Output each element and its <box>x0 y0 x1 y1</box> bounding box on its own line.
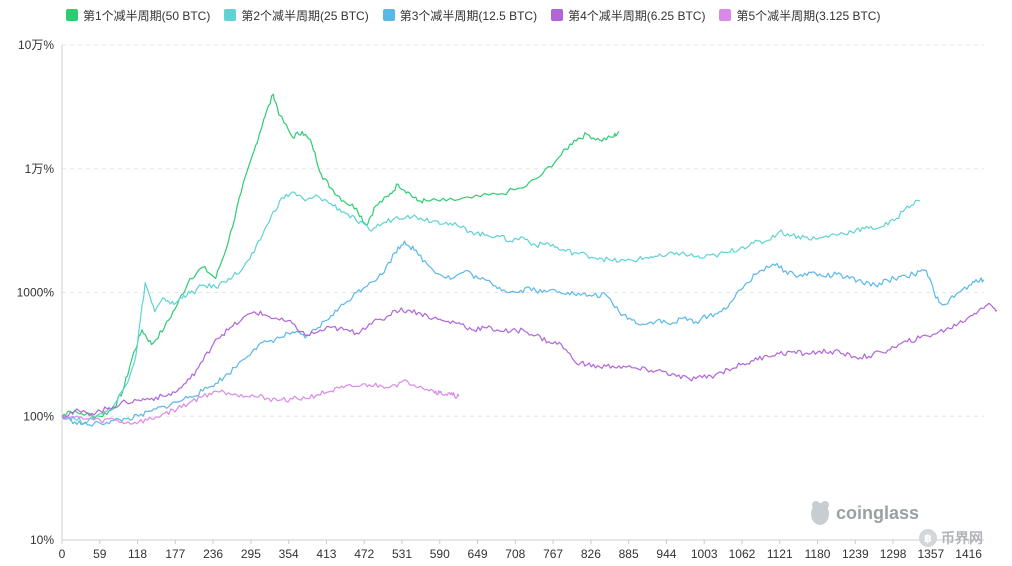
x-tick-label: 354 <box>279 547 299 561</box>
x-tick-label: 177 <box>165 547 185 561</box>
x-axis: 0 59 118 177 236 295 354 413 472 531 590 649 708 767 8… <box>59 539 984 561</box>
x-tick-label: 236 <box>203 547 223 561</box>
x-tick-label: 0 <box>59 547 66 561</box>
x-tick-label: 413 <box>316 547 336 561</box>
legend-label: 第1个减半周期(50 BTC) <box>83 8 211 23</box>
x-tick-label: 1416 <box>955 547 982 561</box>
legend-item-3[interactable]: 第3个减半周期(12.5 BTC) <box>382 7 538 24</box>
series-line-1 <box>61 93 620 419</box>
y-tick-label: 10% <box>30 533 54 547</box>
x-tick-label: 1180 <box>805 547 831 561</box>
x-tick-label: 1003 <box>691 547 718 561</box>
x-tick-label: 885 <box>619 547 639 561</box>
legend-label: 第3个减半周期(12.5 BTC) <box>399 8 538 23</box>
series-line-5 <box>61 379 460 425</box>
y-axis: 10% 100% 1000% 1万% 10万% <box>17 38 63 547</box>
legend-item-4[interactable]: 第4个减半周期(6.25 BTC) <box>551 7 705 24</box>
x-tick-label: 767 <box>543 547 563 561</box>
x-tick-label: 1298 <box>880 547 907 561</box>
bijiewang-watermark: 币界网 <box>941 531 983 547</box>
legend-item-2[interactable]: 第2个减半周期(25 BTC) <box>224 7 369 24</box>
legend-swatch <box>66 9 78 21</box>
y-tick-label: 1万% <box>25 162 55 176</box>
legend-swatch <box>382 9 395 21</box>
coinglass-logo-icon <box>811 501 829 525</box>
chart-legend: 第1个减半周期(50 BTC) 第2个减半周期(25 BTC) 第3个减半周期(12… <box>66 6 894 24</box>
series-line-2 <box>61 191 921 425</box>
legend-swatch <box>551 9 564 21</box>
y-tick-label: 10万% <box>18 38 54 52</box>
y-tick-label: 1000% <box>17 286 55 300</box>
legend-label: 第5个减半周期(3.125 BTC) <box>736 8 881 23</box>
x-tick-label: 944 <box>656 547 676 561</box>
legend-swatch <box>719 9 732 21</box>
series-lines <box>61 93 998 427</box>
series-line-4 <box>61 302 998 419</box>
x-tick-label: 295 <box>241 547 261 561</box>
legend-label: 第2个减半周期(25 BTC) <box>241 8 369 23</box>
x-tick-label: 472 <box>354 547 374 561</box>
x-tick-label: 649 <box>468 547 488 561</box>
x-tick-label: 531 <box>392 547 412 561</box>
x-tick-label: 118 <box>128 547 147 561</box>
legend-item-5[interactable]: 第5个减半周期(3.125 BTC) <box>719 7 880 24</box>
x-tick-label: 1239 <box>842 547 869 561</box>
coinglass-watermark: coinglass <box>836 503 919 523</box>
x-tick-label: 708 <box>505 547 525 561</box>
y-tick-label: 100% <box>23 409 54 423</box>
series-line-3 <box>61 240 985 427</box>
bijiewang-logo-icon: ฿ <box>919 529 937 547</box>
svg-text:฿: ฿ <box>924 532 932 545</box>
watermark: coinglass ฿ 币界网 <box>811 501 983 547</box>
x-tick-label: 1357 <box>918 547 945 561</box>
x-tick-label: 826 <box>581 547 601 561</box>
legend-swatch <box>224 9 237 21</box>
legend-label: 第4个减半周期(6.25 BTC) <box>568 8 706 23</box>
x-tick-label: 59 <box>93 547 107 561</box>
x-tick-label: 1121 <box>767 547 793 561</box>
x-tick-label: 590 <box>430 547 450 561</box>
x-tick-label: 1062 <box>729 547 756 561</box>
legend-item-1[interactable]: 第1个减半周期(50 BTC) <box>66 7 210 24</box>
